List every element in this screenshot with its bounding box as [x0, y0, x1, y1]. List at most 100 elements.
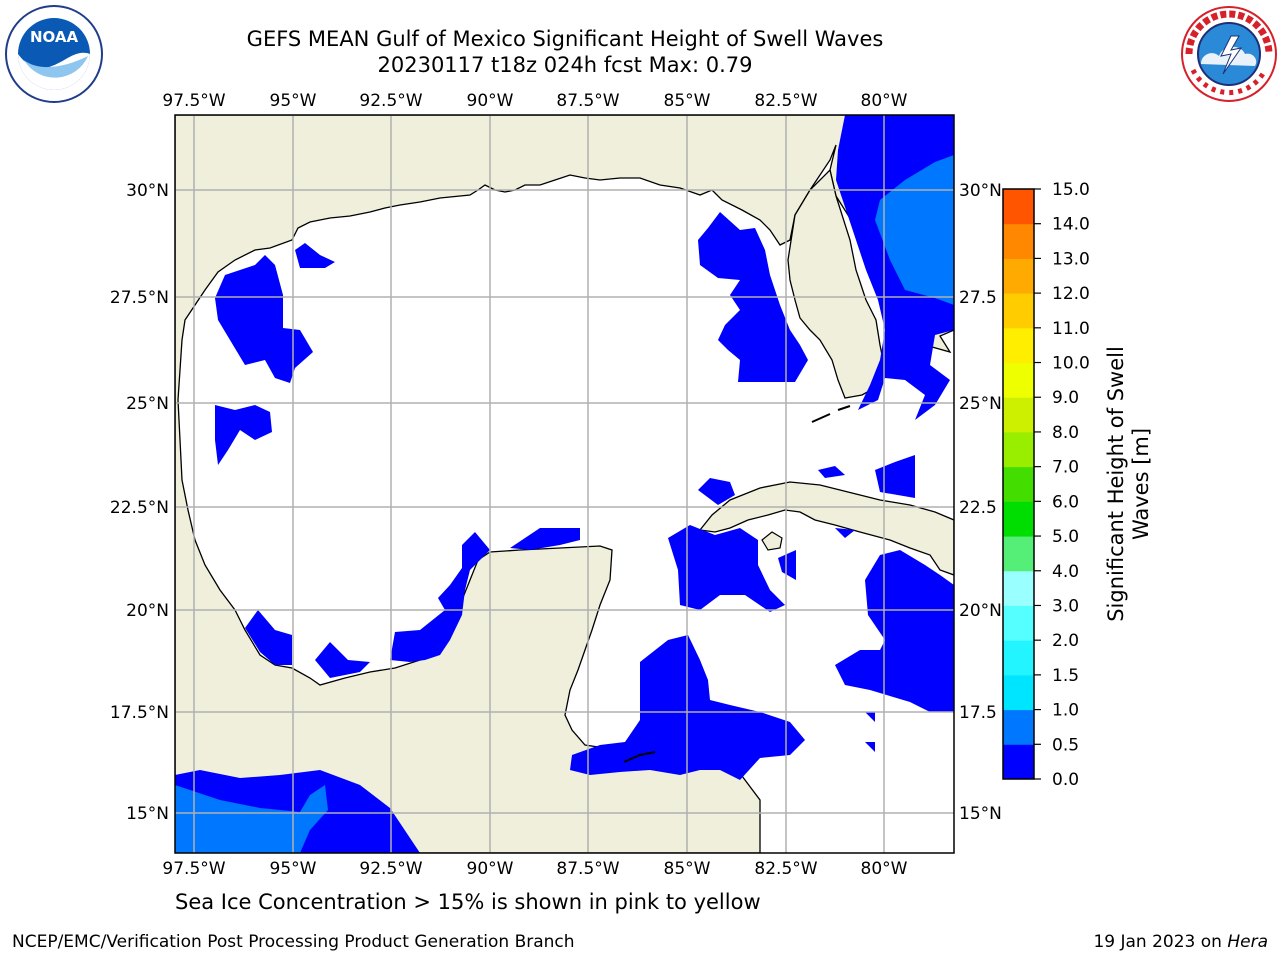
colorbar-label: 9.0	[1052, 388, 1079, 408]
land-bay-islands	[623, 751, 656, 763]
swell-campeche-4	[315, 642, 370, 678]
lat-label: 17.5	[959, 703, 997, 723]
colorbar-band	[1003, 674, 1034, 711]
swell-atlantic-mid	[875, 155, 954, 305]
colorbar-band	[1003, 293, 1034, 329]
lat-labels-right: 30°N 27.5 25°N 22.5 20°N 17.5 15°N	[959, 181, 1002, 824]
colorbar-label: 8.0	[1052, 423, 1079, 443]
map-title: GEFS MEAN Gulf of Mexico Significant Hei…	[246, 27, 884, 51]
lon-label: 95°W	[270, 859, 317, 879]
lon-label: 82.5°W	[754, 859, 817, 879]
colorbar-band	[1003, 605, 1034, 641]
lat-label: 30°N	[959, 181, 1002, 201]
footer-note: Sea Ice Concentration > 15% is shown in …	[175, 890, 761, 914]
swell-west-gulf	[215, 255, 313, 383]
lat-label: 20°N	[959, 601, 1002, 621]
lat-labels-left: 30°N 27.5°N 25°N 22.5°N 20°N 17.5°N 15°N	[110, 181, 169, 824]
swell-band-pacific-mid	[175, 785, 328, 853]
colorbar-title-line: Waves [m]	[1129, 428, 1153, 540]
colorbar-band	[1003, 466, 1034, 502]
lon-label: 97.5°W	[162, 859, 225, 879]
swell-campeche-2	[510, 528, 580, 550]
colorbar-label: 2.0	[1052, 631, 1079, 651]
credit-right: 19 Jan 2023 on Hera	[1093, 932, 1268, 952]
colorbar-label: 11.0	[1052, 319, 1090, 339]
lat-label: 27.5	[959, 288, 997, 308]
swell-small-1	[778, 550, 796, 580]
swell-small-3	[865, 742, 875, 752]
lat-label: 25°N	[126, 394, 169, 414]
lat-label: 30°N	[126, 181, 169, 201]
colorbar-band	[1003, 536, 1034, 572]
colorbar-label: 4.0	[1052, 562, 1079, 582]
land-isla-juventud	[761, 531, 783, 551]
swell-west-gulf-2	[295, 243, 335, 268]
swell-caribbean-west	[668, 525, 785, 612]
colorbar-band	[1003, 189, 1034, 225]
lon-label: 82.5°W	[754, 91, 817, 111]
colorbar-band	[1003, 709, 1034, 745]
colorbar-title: Significant Height of SwellWaves [m]	[1104, 346, 1153, 622]
swell-cuba-north-3	[818, 466, 845, 478]
lon-label: 80°W	[861, 91, 908, 111]
colorbar-label: 13.0	[1052, 249, 1090, 269]
lon-label: 97.5°W	[162, 91, 225, 111]
lon-labels-top: 97.5°W 95°W 92.5°W 90°W 87.5°W 85°W 82.5…	[162, 91, 907, 111]
lon-label: 85°W	[664, 859, 711, 879]
colorbar-label: 5.0	[1052, 527, 1079, 547]
lat-label: 27.5°N	[110, 288, 169, 308]
lon-label: 95°W	[270, 91, 317, 111]
colorbar-band	[1003, 501, 1034, 537]
lon-label: 80°W	[861, 859, 908, 879]
svg-text:NOAA: NOAA	[30, 28, 79, 46]
colorbar-band	[1003, 258, 1034, 294]
swell-small-4	[865, 712, 875, 722]
lon-labels-bottom: 97.5°W 95°W 92.5°W 90°W 87.5°W 85°W 82.5…	[162, 859, 907, 879]
lat-label: 25°N	[959, 394, 1002, 414]
colorbar-band	[1003, 640, 1034, 676]
colorbar-label: 3.0	[1052, 596, 1079, 616]
swell-cuba-north-2	[698, 478, 735, 505]
colorbar-labels: 0.0 0.5 1.0 1.5 2.0 3.0 4.0 5.0 6.0 7.0 8.0 9.0 10.0…	[1034, 180, 1090, 790]
lon-label: 92.5°W	[359, 859, 422, 879]
land-florida-tip	[787, 168, 886, 399]
credit-left: NCEP/EMC/Verification Post Processing Pr…	[12, 932, 575, 952]
colorbar-label: 12.0	[1052, 284, 1090, 304]
colorbar-label: 0.0	[1052, 770, 1079, 790]
colorbar-label: 10.0	[1052, 354, 1090, 374]
lat-label: 22.5	[959, 498, 997, 518]
colorbar-frame	[1002, 188, 1035, 780]
swell-campeche	[390, 532, 490, 662]
colorbar-band	[1003, 397, 1034, 433]
colorbar-band	[1003, 431, 1034, 468]
credit-date: 19 Jan 2023 on	[1093, 932, 1222, 952]
land-cuba	[698, 481, 954, 576]
colorbar-label: 7.0	[1052, 458, 1079, 478]
colorbar	[1003, 189, 1034, 780]
land-keys	[811, 405, 851, 423]
noaa-logo-icon: NOAA	[5, 5, 103, 103]
swell-campeche-3	[245, 610, 292, 665]
colorbar-band	[1003, 570, 1034, 606]
lat-label: 15°N	[126, 804, 169, 824]
colorbar-title-line: Significant Height of Swell	[1104, 346, 1128, 622]
colorbar-band	[1003, 223, 1034, 259]
lat-label: 17.5°N	[110, 703, 169, 723]
colorbar-label: 6.0	[1052, 492, 1079, 512]
map-area	[175, 115, 954, 853]
lon-label: 85°W	[664, 91, 711, 111]
lon-label: 90°W	[467, 859, 514, 879]
swell-west-gulf-3	[215, 405, 272, 465]
colorbar-label: 1.5	[1052, 666, 1079, 686]
lon-label: 90°W	[467, 91, 514, 111]
colorbar-label: 0.5	[1052, 735, 1079, 755]
credit-host: Hera	[1227, 932, 1268, 952]
swell-small-2	[835, 528, 855, 538]
colorbar-band	[1003, 744, 1034, 780]
colorbar-label: 15.0	[1052, 180, 1090, 200]
lat-label: 20°N	[126, 601, 169, 621]
swell-cuba-north	[875, 455, 915, 498]
lon-label: 87.5°W	[556, 859, 619, 879]
colorbar-label: 1.0	[1052, 701, 1079, 721]
